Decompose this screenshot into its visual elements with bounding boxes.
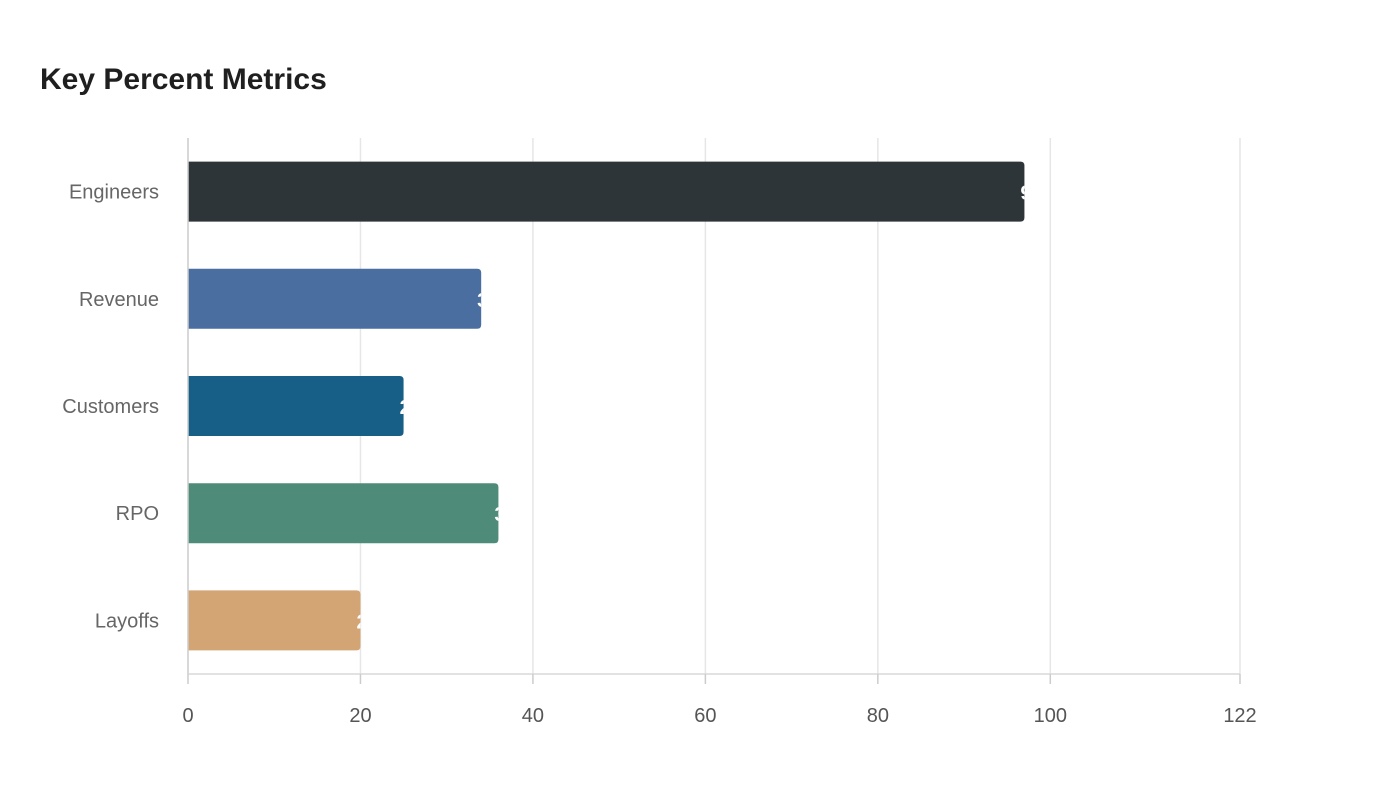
x-tick-label: 100 — [1034, 705, 1067, 727]
y-category-label: Engineers — [69, 182, 159, 204]
x-axis-ticks: 0 20 40 60 80 100 122 — [182, 674, 1257, 727]
y-category-label: Layoffs — [95, 610, 159, 632]
bar-revenue — [188, 268, 482, 329]
x-tick-label: 60 — [694, 705, 716, 727]
y-category-label: Revenue — [79, 289, 159, 311]
bar-layoffs — [188, 590, 361, 651]
y-axis-labels: Engineers Revenue Customers RPO Layoffs — [62, 182, 159, 633]
x-tick-label: 122 — [1223, 705, 1256, 727]
bar-customers — [188, 376, 404, 436]
y-category-label: RPO — [116, 503, 159, 525]
x-tick-label: 0 — [182, 705, 193, 727]
bars — [188, 161, 1025, 651]
data-label-revenue: 34 — [477, 290, 500, 312]
bar-rpo — [188, 483, 499, 544]
data-label-rpo: 36 — [494, 504, 516, 526]
grid-lines — [359, 138, 1241, 674]
x-tick-label: 40 — [522, 705, 544, 727]
data-label-customers: 25 — [400, 397, 422, 419]
data-labels: 97 34 25 36 20 — [356, 183, 1042, 634]
x-tick-label: 20 — [349, 705, 371, 727]
axes — [187, 138, 1240, 675]
y-category-label: Customers — [62, 396, 159, 418]
chart-title: Key Percent Metrics — [40, 63, 327, 96]
bar-engineers — [188, 161, 1025, 222]
data-label-engineers: 97 — [1020, 183, 1042, 205]
data-label-layoffs: 20 — [356, 611, 378, 633]
x-tick-label: 80 — [867, 705, 889, 727]
